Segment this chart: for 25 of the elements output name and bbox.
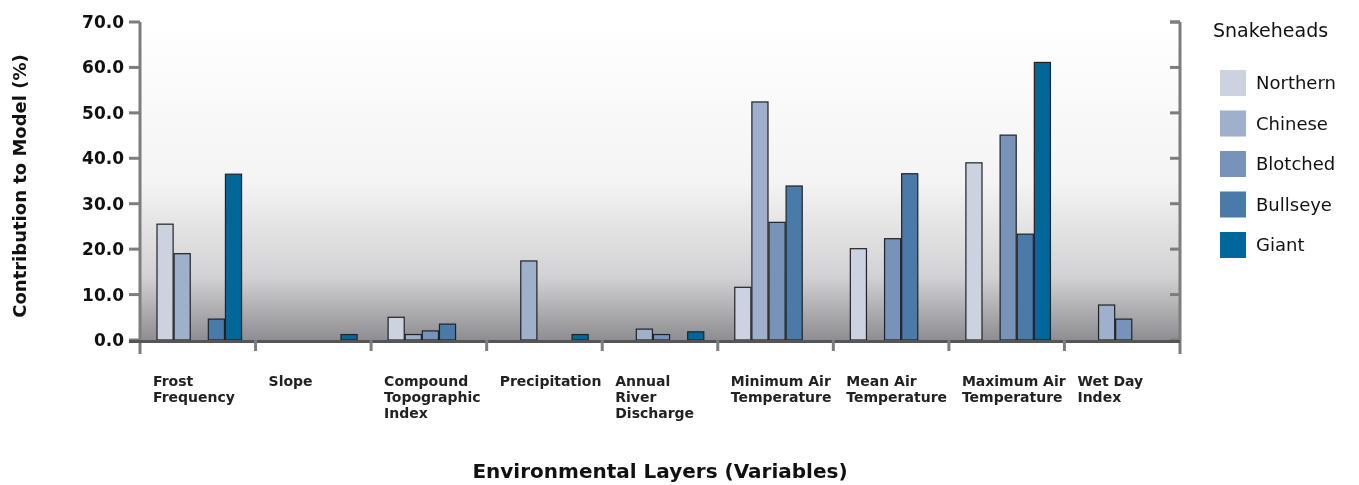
x-tick-label: Maximum Air Temperature (961, 373, 1066, 405)
legend-title: Snakeheads (1213, 19, 1329, 41)
x-tick-label: Frost Frequency (153, 373, 235, 405)
x-tick-label: Minimum Air Temperature (730, 373, 832, 405)
y-tick-label: 70.0 (82, 11, 125, 32)
x-tick-label: Wet Day Index (1077, 373, 1144, 405)
y-tick-label: 60.0 (82, 57, 125, 78)
y-tick-label: 50.0 (82, 102, 125, 123)
y-tick-label: 40.0 (82, 148, 125, 169)
x-tick-label: Mean Air Temperature (846, 373, 948, 405)
legend-label: Northern (1256, 72, 1336, 94)
y-tick-label: 10.0 (82, 284, 125, 305)
x-tick-label: Annual River Discharge (615, 373, 695, 421)
x-tick-label: Compound Topographic Index (384, 373, 481, 421)
x-tick-label: Slope (268, 373, 313, 389)
y-tick-label: 20.0 (82, 239, 125, 260)
legend-label: Chinese (1256, 112, 1328, 134)
y-tick-label: 30.0 (82, 193, 125, 214)
y-tick-label: 0.0 (93, 329, 125, 350)
legend-label: Bullseye (1256, 193, 1332, 215)
y-axis-title: Contribution to Model (%) (9, 54, 30, 318)
legend-label: Blotched (1256, 153, 1336, 175)
x-axis-title: Environmental Layers (Variables) (472, 459, 848, 483)
legend-label: Giant (1256, 234, 1305, 256)
x-tick-label: Precipitation (499, 373, 602, 389)
